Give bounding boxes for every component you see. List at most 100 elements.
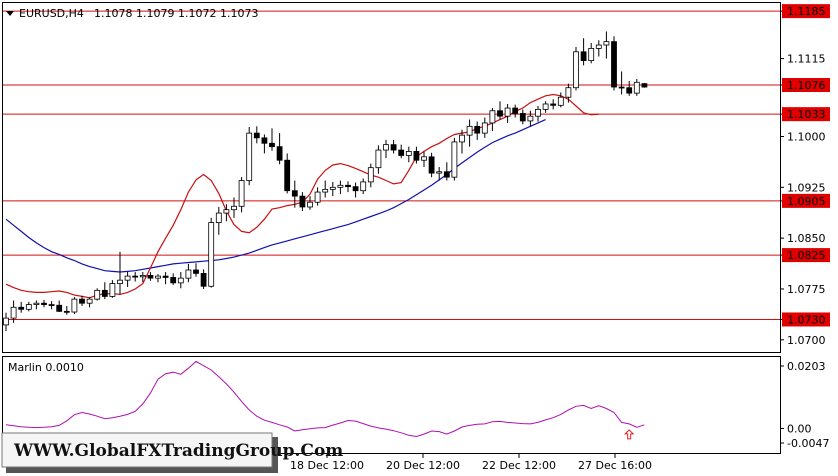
symbol-timeframe: EURUSD,H4 <box>19 7 84 20</box>
candle <box>421 151 427 167</box>
candle <box>603 31 610 59</box>
candle <box>633 78 640 96</box>
candle <box>595 40 602 57</box>
svg-text:0.00: 0.00 <box>787 423 812 436</box>
candle <box>345 181 351 193</box>
ohlc-readout: 1.1078 1.1079 1.1072 1.1073 <box>94 7 258 20</box>
level-price-label: 1.0730 <box>780 312 830 327</box>
collapse-triangle-icon[interactable] <box>6 11 14 16</box>
candle <box>94 288 101 301</box>
price-tick: 1.0850 <box>780 232 826 245</box>
candle <box>329 181 336 197</box>
candle <box>360 178 367 195</box>
price-scale[interactable]: 1.1185 1.1115 1.1076 1.1033 1.1000 1.09251.09… <box>780 4 830 347</box>
candle <box>18 301 25 313</box>
candle <box>139 272 146 283</box>
candle <box>527 110 534 127</box>
marlin-oscillator-layer <box>5 360 645 440</box>
svg-text:18 Dec 12:00: 18 Dec 12:00 <box>290 459 364 472</box>
horizontal-levels-layer <box>3 10 780 320</box>
candle <box>618 71 625 95</box>
candle <box>626 80 633 96</box>
svg-text:1.0850: 1.0850 <box>787 232 826 245</box>
candle <box>56 300 63 313</box>
candle <box>398 144 405 159</box>
price-tick: 1.0700 <box>780 334 826 347</box>
candle <box>428 152 435 178</box>
watermark-banner: WWW.GlobalFXTradingGroup.Com <box>1 432 343 473</box>
main-price-pane[interactable] <box>2 2 781 353</box>
candle <box>307 196 313 210</box>
svg-text:1.1076: 1.1076 <box>787 79 826 92</box>
price-tick: 1.1000 <box>780 131 826 144</box>
svg-text:1.0775: 1.0775 <box>787 283 826 296</box>
candle <box>162 272 169 285</box>
candle <box>459 129 465 154</box>
candle <box>10 300 17 323</box>
indicator-tick: 0.00 <box>780 423 812 436</box>
candle <box>413 146 420 164</box>
indicator-scale: 0.0203 0.00-0.0047 <box>780 360 829 450</box>
candle <box>474 121 481 140</box>
candle <box>117 251 123 295</box>
candle <box>573 47 579 91</box>
candle <box>71 297 78 315</box>
candle <box>299 192 306 212</box>
candle <box>238 177 245 213</box>
candle <box>489 108 496 132</box>
candle <box>322 180 329 198</box>
candle <box>109 280 116 298</box>
candle <box>314 187 321 206</box>
time-axis: 18 Dec 12:00 20 Dec 12:00 22 Dec 12:00 27 D… <box>290 453 652 472</box>
candle <box>147 272 154 281</box>
candle <box>101 282 108 300</box>
candle <box>481 117 488 138</box>
candle <box>246 127 253 186</box>
svg-text:1.1115: 1.1115 <box>787 53 826 66</box>
candle <box>261 134 268 154</box>
watermark-text: WWW.GlobalFXTradingGroup.Com <box>13 441 343 461</box>
svg-text:1.1033: 1.1033 <box>787 108 826 121</box>
level-price-label: 1.1033 <box>780 107 830 122</box>
candle <box>124 272 131 287</box>
candle <box>565 83 572 103</box>
indicator-tick: 0.0203 <box>780 360 826 373</box>
candle <box>41 299 47 308</box>
candle <box>276 133 283 165</box>
candle <box>63 305 70 315</box>
candle <box>588 42 595 64</box>
candle <box>223 204 230 222</box>
candle <box>580 38 587 66</box>
candle <box>519 109 526 125</box>
candle <box>542 101 549 113</box>
candle <box>557 92 564 108</box>
candle <box>451 137 458 181</box>
price-tick: 1.1115 <box>780 53 826 66</box>
candle <box>177 272 184 289</box>
svg-text:22 Dec 12:00: 22 Dec 12:00 <box>482 459 556 472</box>
candle <box>550 99 557 110</box>
candle <box>200 269 207 289</box>
svg-text:-0.0047: -0.0047 <box>787 437 829 450</box>
candlesticks-layer <box>3 31 648 331</box>
candle <box>48 301 55 310</box>
candle <box>155 274 161 283</box>
candle <box>367 163 374 188</box>
svg-text:1.1000: 1.1000 <box>787 131 826 144</box>
time-tick: 20 Dec 12:00 <box>386 453 460 472</box>
svg-text:1.0700: 1.0700 <box>787 334 826 347</box>
candle <box>291 180 298 208</box>
svg-text:1.0730: 1.0730 <box>787 313 826 326</box>
indicator-tick: -0.0047 <box>780 437 829 450</box>
candle <box>512 104 519 118</box>
candle <box>535 106 541 122</box>
candle <box>284 153 291 194</box>
candle <box>25 301 32 312</box>
candle <box>405 146 412 163</box>
candle <box>3 312 9 331</box>
candle <box>611 36 617 91</box>
level-price-label: 1.0825 <box>780 248 830 263</box>
svg-text:1.0905: 1.0905 <box>787 195 826 208</box>
candle <box>86 297 93 308</box>
